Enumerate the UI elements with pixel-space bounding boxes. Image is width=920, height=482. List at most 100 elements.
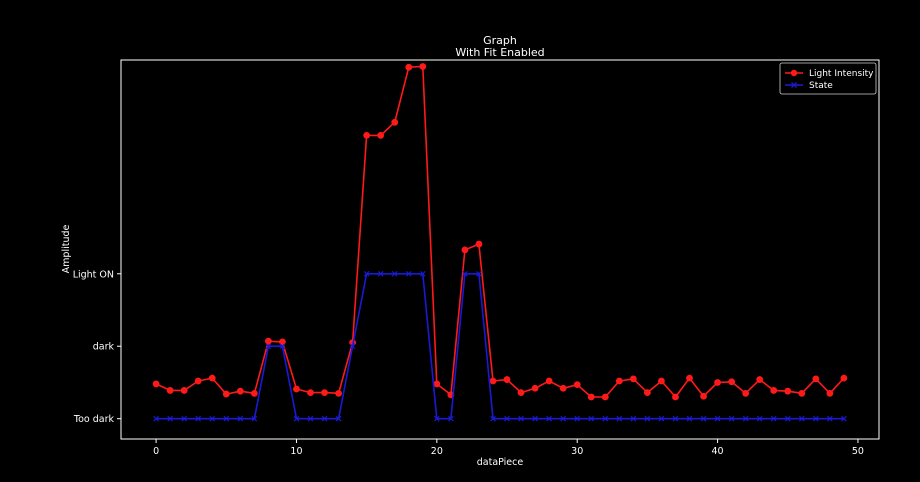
data-point-state (742, 415, 749, 422)
data-point-light-intensity (222, 390, 230, 398)
data-point-state (335, 415, 342, 422)
legend-label-state: State (809, 81, 833, 91)
data-point-light-intensity (391, 118, 399, 126)
data-point-light-intensity (658, 377, 665, 385)
data-point-light-intensity (461, 246, 469, 254)
data-point-light-intensity (166, 387, 174, 394)
data-point-light-intensity (601, 393, 609, 401)
legend-label-light-intensity: Light Intensity (809, 69, 874, 79)
legend-box (779, 62, 877, 95)
y-tick-label: Too dark (73, 414, 115, 425)
data-point-state (658, 415, 665, 422)
data-point-light-intensity (573, 381, 581, 389)
data-point-state (391, 270, 398, 277)
data-point-light-intensity (672, 393, 679, 401)
data-point-state (574, 415, 581, 422)
data-point-state (770, 415, 777, 422)
data-point-light-intensity (321, 389, 328, 397)
data-point-state (518, 415, 524, 422)
data-point-light-intensity (293, 385, 300, 393)
data-point-state (827, 415, 833, 422)
series-lines (152, 63, 848, 422)
data-point-state (265, 343, 272, 350)
data-point-state (448, 415, 454, 422)
x-tick-label: 20 (431, 446, 443, 457)
data-point-light-intensity (686, 374, 693, 382)
data-point-state (363, 270, 370, 277)
data-point-state (181, 415, 187, 422)
data-point-light-intensity (629, 375, 637, 383)
data-point-light-intensity (208, 374, 216, 382)
data-point-light-intensity (517, 389, 525, 397)
data-point-state (532, 415, 538, 422)
legend: Light Intensity State (779, 62, 877, 95)
data-point-state (209, 415, 216, 422)
data-point-light-intensity (335, 389, 342, 397)
data-point-state (405, 270, 412, 277)
data-point-state (307, 415, 314, 422)
y-tick-label: dark (93, 342, 115, 353)
x-tick-label: 0 (153, 446, 159, 457)
data-point-light-intensity (363, 131, 371, 139)
x-tick-label: 40 (712, 446, 724, 457)
data-point-light-intensity (714, 379, 721, 386)
data-point-light-intensity (643, 389, 651, 397)
data-point-state (672, 415, 679, 422)
data-point-state (630, 415, 637, 422)
series-line-state (156, 272, 844, 420)
data-point-state (419, 270, 426, 277)
data-point-light-intensity (236, 387, 244, 395)
data-point-state (195, 415, 202, 422)
data-point-state (223, 415, 230, 422)
data-point-state (588, 415, 595, 422)
x-axis-label: dataPiece (477, 457, 524, 468)
data-point-state (377, 270, 384, 277)
chart-title: Graph (483, 34, 517, 47)
data-point-state (728, 415, 735, 422)
data-point-state (756, 415, 763, 422)
data-point-state (644, 415, 651, 422)
axis-ticks: 0 10 20 30 40 50 Too dark dark Light ON (73, 269, 864, 457)
data-point-state (434, 415, 440, 422)
data-point-state (321, 415, 328, 422)
data-point-light-intensity (503, 376, 511, 383)
data-point-light-intensity (475, 240, 483, 248)
data-point-light-intensity (531, 384, 539, 392)
data-point-state (237, 415, 244, 422)
data-point-light-intensity (279, 338, 286, 346)
data-point-state (349, 343, 356, 350)
data-point-state (602, 415, 609, 422)
x-tick-label: 50 (852, 446, 864, 457)
data-point-light-intensity (826, 389, 834, 397)
data-point-light-intensity (559, 384, 567, 392)
data-point-state (798, 415, 805, 422)
data-point-light-intensity (264, 337, 272, 345)
data-point-state (686, 415, 693, 422)
data-point-state (167, 415, 173, 422)
data-point-light-intensity (770, 387, 778, 394)
data-point-state (784, 415, 791, 422)
x-tick-label: 30 (571, 446, 583, 457)
data-point-light-intensity (587, 393, 595, 401)
data-point-light-intensity (756, 376, 764, 383)
y-axis-label: Amplitude (61, 225, 72, 274)
data-point-state (476, 270, 482, 277)
data-point-state (714, 415, 721, 422)
data-point-light-intensity (433, 380, 441, 388)
data-point-state (700, 415, 707, 422)
y-tick-label: Light ON (73, 269, 114, 280)
data-point-light-intensity (615, 377, 623, 385)
legend-marker-light-intensity (790, 69, 798, 77)
data-point-light-intensity (180, 387, 188, 394)
data-point-state (279, 343, 286, 350)
data-point-light-intensity (545, 377, 553, 385)
data-point-light-intensity (419, 63, 427, 70)
data-point-light-intensity (840, 374, 848, 382)
data-point-state (841, 415, 847, 422)
data-point-state (546, 415, 552, 422)
series-line-light-intensity (155, 65, 845, 398)
data-point-light-intensity (377, 131, 385, 139)
data-point-state (504, 415, 510, 422)
plot-area-frame (120, 59, 880, 440)
